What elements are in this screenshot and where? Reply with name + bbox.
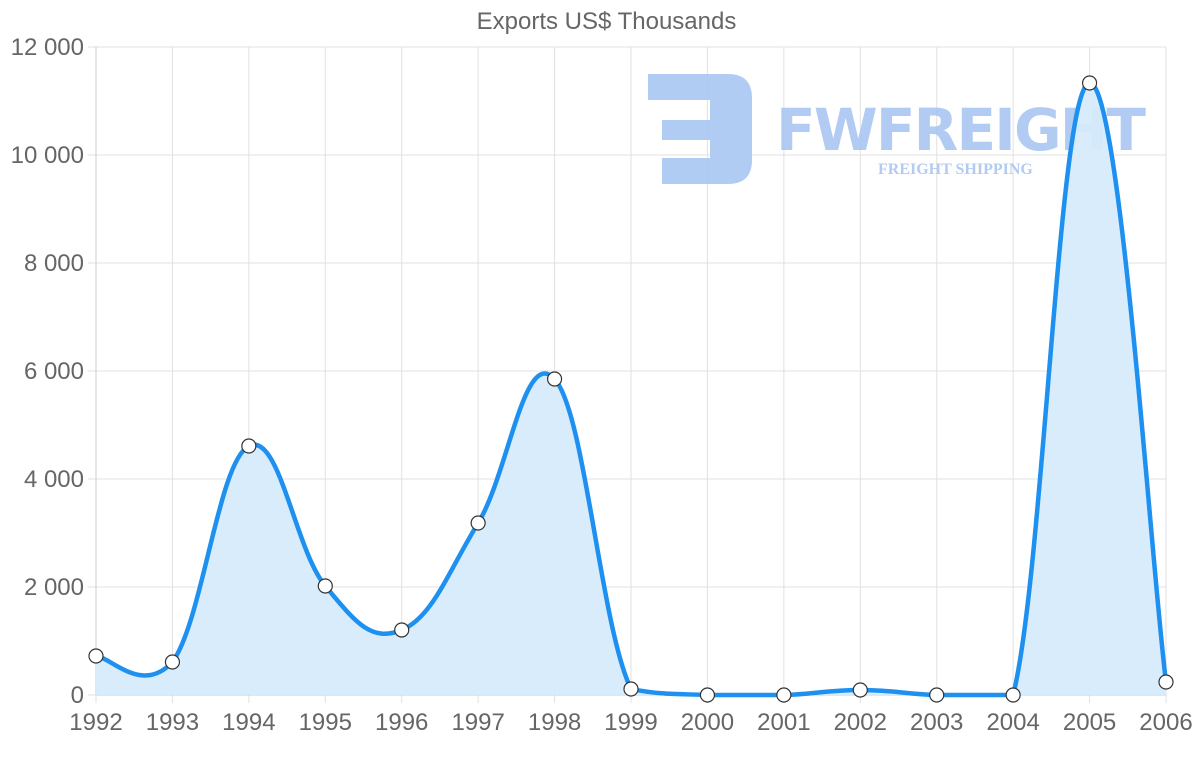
data-point-1997[interactable] [470,515,486,531]
data-point-2000[interactable] [699,687,716,703]
y-tick-label: 2 000 [24,574,84,601]
x-tick-label: 2005 [1063,709,1116,736]
y-tick-label: 8 000 [24,250,84,277]
watermark-tagline: FREIGHT SHIPPING [878,161,1033,178]
data-point-2004[interactable] [1005,687,1021,703]
x-tick-label: 1996 [375,709,428,736]
data-point-2005[interactable] [1081,75,1098,91]
y-tick-label: 12 000 [11,34,84,61]
data-point-1999[interactable] [623,681,639,697]
y-tick-label: 10 000 [11,142,84,169]
x-tick-label: 1999 [604,709,657,736]
x-tick-label: 2002 [834,709,887,736]
data-point-2006[interactable] [1158,674,1174,690]
x-tick-label: 1993 [146,709,199,736]
x-tick-label: 2004 [986,709,1039,736]
y-tick-label: 6 000 [24,358,84,385]
x-tick-label: 2003 [910,709,963,736]
data-point-2002[interactable] [852,682,868,698]
data-point-1992[interactable] [88,648,104,664]
x-tick-label: 1998 [528,709,581,736]
x-tick-label: 2006 [1139,709,1192,736]
data-point-2003[interactable] [929,687,945,703]
y-tick-label: 0 [71,682,84,709]
x-tick-label: 1995 [299,709,352,736]
x-tick-label: 2001 [757,709,810,736]
data-point-2001[interactable] [776,687,792,703]
data-point-1995[interactable] [317,578,333,594]
x-tick-label: 1997 [451,709,504,736]
x-tick-label: 1994 [222,709,275,736]
x-tick-label: 2000 [681,709,734,736]
data-point-1993[interactable] [164,654,181,670]
data-point-1994[interactable] [241,438,257,454]
data-point-1996[interactable] [394,622,410,638]
data-point-1998[interactable] [546,371,563,387]
y-tick-label: 4 000 [24,466,84,493]
chart-title: Exports US$ Thousands [476,8,737,35]
area-fill [96,83,1166,695]
x-tick-label: 1992 [69,709,122,736]
